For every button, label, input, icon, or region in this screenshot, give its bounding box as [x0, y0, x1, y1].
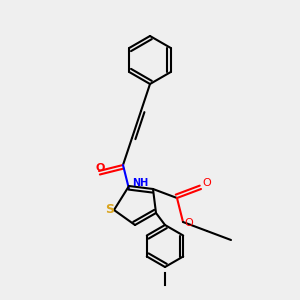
- Text: O: O: [184, 218, 193, 229]
- Text: NH: NH: [132, 178, 148, 188]
- Text: O: O: [202, 178, 211, 188]
- Text: S: S: [105, 203, 114, 216]
- Text: O: O: [96, 163, 105, 173]
